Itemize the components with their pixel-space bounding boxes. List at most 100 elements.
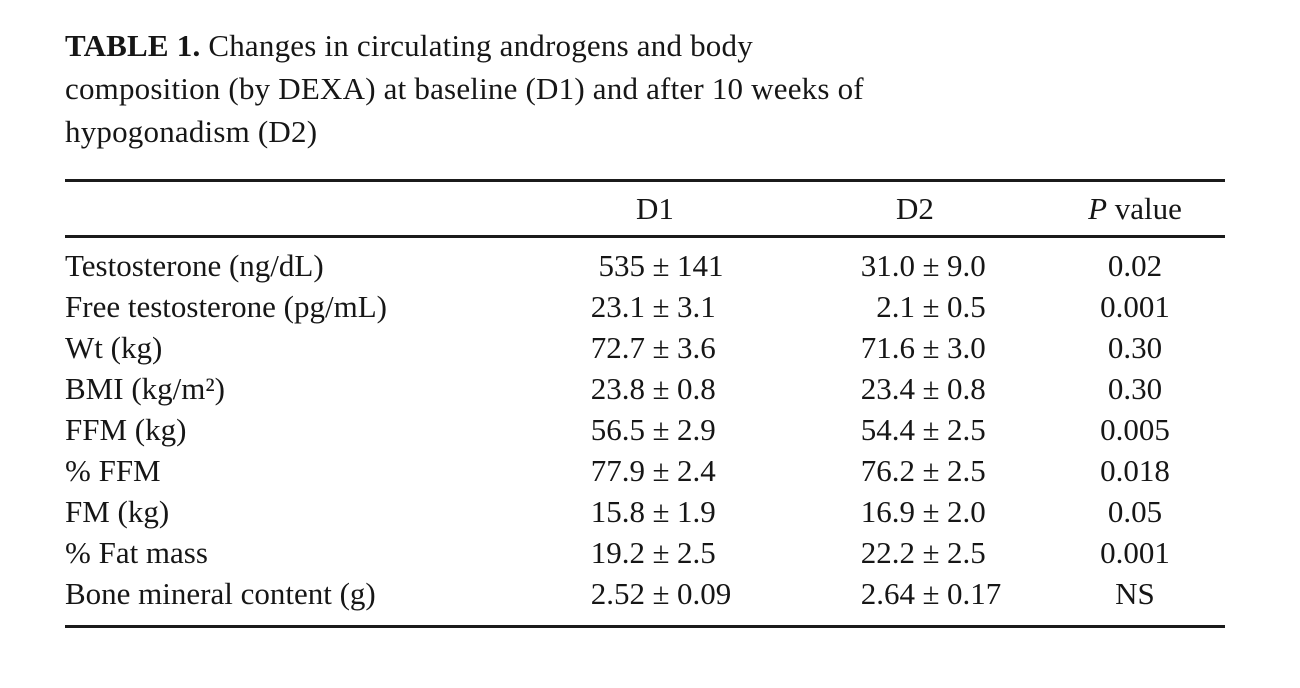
d2-sd: 0.8 bbox=[947, 371, 986, 406]
table-row: % Fat mass 19.2 ±2.5 22.2 ±2.5 0.001 bbox=[65, 532, 1225, 573]
d2-sd: 0.17 bbox=[947, 576, 1002, 611]
d1-sd: 2.4 bbox=[677, 453, 716, 488]
plus-minus: ± bbox=[922, 289, 940, 324]
d1-cell: 23.1 ±3.1 bbox=[525, 286, 785, 327]
p-value: 0.001 bbox=[1100, 289, 1170, 324]
caption-line: Changes in circulating androgens and bod… bbox=[208, 28, 753, 63]
p-header-italic: P bbox=[1088, 191, 1108, 226]
d2-sd: 0.5 bbox=[947, 289, 986, 324]
row-label: % FFM bbox=[65, 453, 161, 488]
d1-mean: 72.7 bbox=[590, 330, 645, 365]
d2-sd: 2.5 bbox=[947, 453, 986, 488]
row-label: Bone mineral content (g) bbox=[65, 576, 376, 611]
caption-label: TABLE 1. bbox=[65, 28, 201, 63]
row-label: BMI (kg/m²) bbox=[65, 371, 225, 406]
row-label: % Fat mass bbox=[65, 535, 208, 570]
plus-minus: ± bbox=[922, 576, 940, 611]
plus-minus: ± bbox=[922, 453, 940, 488]
plus-minus: ± bbox=[922, 371, 940, 406]
col-header-empty bbox=[65, 181, 525, 237]
plus-minus: ± bbox=[652, 330, 670, 365]
p-value: NS bbox=[1115, 576, 1155, 611]
d1-mean: 19.2 bbox=[590, 535, 645, 570]
d2-cell: 76.2 ±2.5 bbox=[785, 450, 1045, 491]
d1-cell: 15.8 ±1.9 bbox=[525, 491, 785, 532]
d2-mean: 76.2 bbox=[860, 453, 915, 488]
d2-mean: 54.4 bbox=[860, 412, 915, 447]
d1-cell: 19.2 ±2.5 bbox=[525, 532, 785, 573]
d2-cell: 31.0 ±9.0 bbox=[785, 237, 1045, 287]
d2-mean: 22.2 bbox=[860, 535, 915, 570]
d1-cell: 77.9 ±2.4 bbox=[525, 450, 785, 491]
d2-mean: 23.4 bbox=[860, 371, 915, 406]
d2-mean: 71.6 bbox=[860, 330, 915, 365]
plus-minus: ± bbox=[652, 289, 670, 324]
d1-sd: 3.6 bbox=[677, 330, 716, 365]
p-value: 0.001 bbox=[1100, 535, 1170, 570]
table-row: Testosterone (ng/dL) 535 ±141 31.0 ±9.0 0.… bbox=[65, 237, 1225, 287]
col-header-p-value: P value bbox=[1045, 181, 1225, 237]
p-value: 0.05 bbox=[1107, 494, 1163, 529]
plus-minus: ± bbox=[652, 248, 670, 283]
plus-minus: ± bbox=[922, 535, 940, 570]
table-row: Bone mineral content (g) 2.52 ±0.09 2.64 ±… bbox=[65, 573, 1225, 627]
d1-mean: 23.8 bbox=[590, 371, 645, 406]
d1-mean: 77.9 bbox=[590, 453, 645, 488]
d1-sd: 3.1 bbox=[677, 289, 716, 324]
d2-cell: 2.1 ±0.5 bbox=[785, 286, 1045, 327]
plus-minus: ± bbox=[922, 494, 940, 529]
d1-mean: 535 bbox=[598, 248, 646, 283]
d2-sd: 2.5 bbox=[947, 412, 986, 447]
plus-minus: ± bbox=[652, 535, 670, 570]
plus-minus: ± bbox=[652, 494, 670, 529]
d1-cell: 23.8 ±0.8 bbox=[525, 368, 785, 409]
row-label: FFM (kg) bbox=[65, 412, 187, 447]
d1-cell: 56.5 ±2.9 bbox=[525, 409, 785, 450]
col-header-d1: D1 bbox=[636, 191, 674, 226]
row-label: Wt (kg) bbox=[65, 330, 163, 365]
d1-mean: 23.1 bbox=[590, 289, 645, 324]
d1-cell: 2.52 ±0.09 bbox=[525, 573, 785, 627]
d2-cell: 2.64 ±0.17 bbox=[785, 573, 1045, 627]
p-value: 0.005 bbox=[1100, 412, 1170, 447]
p-header-rest: value bbox=[1114, 191, 1182, 226]
d2-sd: 3.0 bbox=[947, 330, 986, 365]
d2-mean: 16.9 bbox=[860, 494, 915, 529]
plus-minus: ± bbox=[922, 330, 940, 365]
d1-cell: 535 ±141 bbox=[525, 237, 785, 287]
d1-sd: 1.9 bbox=[677, 494, 716, 529]
table-row: BMI (kg/m²) 23.8 ±0.8 23.4 ±0.8 0.30 bbox=[65, 368, 1225, 409]
table-row: Wt (kg) 72.7 ±3.6 71.6 ±3.0 0.30 bbox=[65, 327, 1225, 368]
d2-cell: 22.2 ±2.5 bbox=[785, 532, 1045, 573]
table-body: Testosterone (ng/dL) 535 ±141 31.0 ±9.0 0.… bbox=[65, 237, 1225, 627]
data-table: D1 D2 P value Testosterone (ng/dL) 535 ±1… bbox=[65, 179, 1225, 628]
row-label: Testosterone (ng/dL) bbox=[65, 248, 324, 283]
table-row: Free testosterone (pg/mL) 23.1 ±3.1 2.1 ±0… bbox=[65, 286, 1225, 327]
d1-mean: 15.8 bbox=[590, 494, 645, 529]
d2-cell: 54.4 ±2.5 bbox=[785, 409, 1045, 450]
d1-sd: 2.5 bbox=[677, 535, 716, 570]
d2-sd: 9.0 bbox=[947, 248, 986, 283]
plus-minus: ± bbox=[652, 576, 670, 611]
d1-sd: 0.09 bbox=[677, 576, 732, 611]
plus-minus: ± bbox=[652, 412, 670, 447]
caption-line: hypogonadism (D2) bbox=[65, 114, 318, 149]
plus-minus: ± bbox=[652, 371, 670, 406]
d1-cell: 72.7 ±3.6 bbox=[525, 327, 785, 368]
d2-mean: 2.64 bbox=[860, 576, 915, 611]
p-value: 0.30 bbox=[1107, 371, 1163, 406]
plus-minus: ± bbox=[922, 248, 940, 283]
table-row: FFM (kg) 56.5 ±2.9 54.4 ±2.5 0.005 bbox=[65, 409, 1225, 450]
table-caption: TABLE 1. Changes in circulating androgen… bbox=[65, 24, 1300, 153]
d2-mean: 2.1 bbox=[876, 289, 915, 324]
row-label: Free testosterone (pg/mL) bbox=[65, 289, 387, 324]
table-head: D1 D2 P value bbox=[65, 181, 1225, 237]
plus-minus: ± bbox=[922, 412, 940, 447]
d2-cell: 23.4 ±0.8 bbox=[785, 368, 1045, 409]
row-label: FM (kg) bbox=[65, 494, 170, 529]
col-header-d2: D2 bbox=[896, 191, 934, 226]
table-row: FM (kg) 15.8 ±1.9 16.9 ±2.0 0.05 bbox=[65, 491, 1225, 532]
d1-mean: 56.5 bbox=[590, 412, 645, 447]
d1-sd: 141 bbox=[677, 248, 724, 283]
caption-line: composition (by DEXA) at baseline (D1) a… bbox=[65, 71, 864, 106]
